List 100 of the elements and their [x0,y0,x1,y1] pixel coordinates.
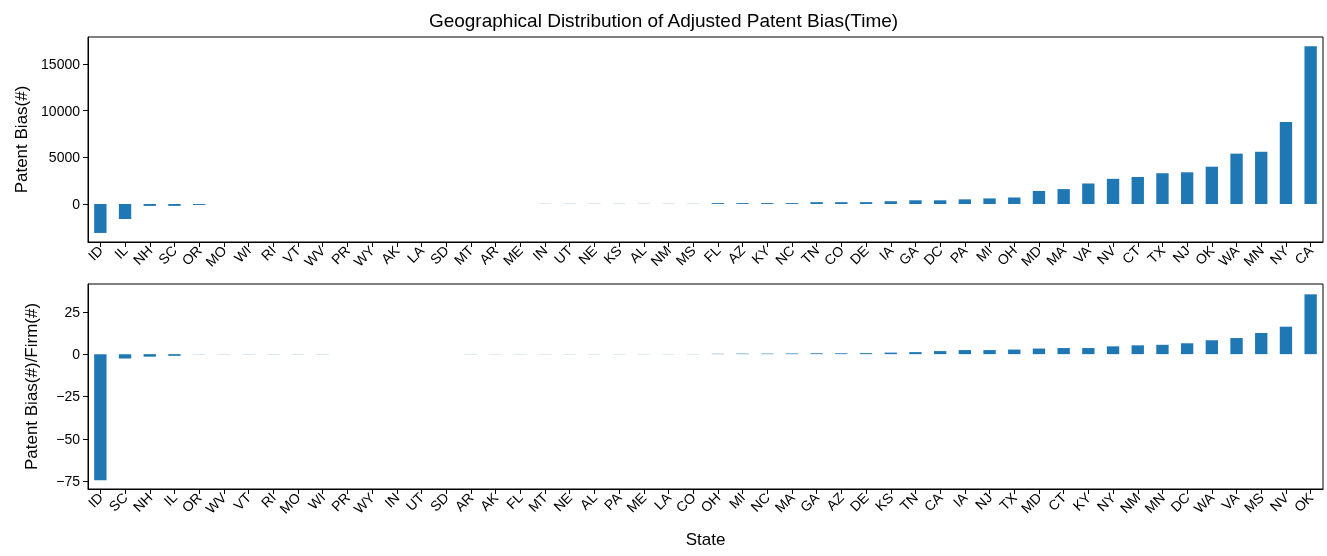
y-axis-title: Patent Bias(#) [12,85,31,194]
x-tick-label: NY [1266,241,1293,268]
bar [1032,190,1046,205]
x-tick-label: MT [450,242,477,268]
x-tick-label: IN [381,489,403,511]
x-tick-label: MA [1043,241,1070,269]
bar [958,350,972,355]
x-tick-label: NJ [971,489,996,513]
bar [1082,348,1095,355]
x-tick-label: AL [625,242,650,266]
x-tick-label: TN [797,242,823,267]
x-tick-label: DC [1167,489,1193,515]
x-tick-label: VA [1218,488,1243,514]
x-tick-label: AK [476,488,502,514]
x-tick-label: MO [202,242,230,270]
x-tick-label: MN [1240,242,1267,270]
x-tick-label: VT [230,489,255,514]
x-tick-label: FL [503,489,527,513]
x-tick-label: DE [846,242,872,268]
x-tick-label: KY [1069,488,1095,514]
bar [933,200,947,205]
x-tick-label: TN [896,489,922,514]
bar [1057,348,1070,355]
x-tick-label: MO [276,489,304,517]
x-tick-label: FL [700,242,724,266]
x-tick-label: WV [301,241,329,270]
y-tick-label: 15000 [41,56,81,73]
x-tick-label: SC [105,489,131,515]
x-tick-label: OH [697,489,724,516]
x-tick-label: UT [402,489,428,514]
x-tick-label: ID [84,242,107,264]
x-tick-label: SD [426,489,452,515]
x-tick-label: IA [949,488,971,510]
bar [1106,346,1120,355]
x-tick-label: LA [650,488,675,513]
x-tick-label: MI [725,489,749,512]
x-tick-label: NV [1093,241,1120,268]
x-tick-label: IN [529,242,551,264]
bar [1279,121,1293,205]
bar [958,199,972,205]
bar [1230,338,1243,355]
x-tick-label: CT [1044,489,1070,514]
y-tick-label: 5000 [48,149,81,166]
bar [933,351,947,355]
y-tick-label: 10000 [41,102,81,119]
y-tick-label: −75 [56,473,81,490]
x-tick-label: NH [129,489,156,515]
x-tick-label: UT [550,242,576,267]
x-tick-label: WI [230,242,255,266]
x-tick-label: OR [178,489,205,516]
x-tick-label: ME [623,489,650,516]
x-tick-label: NV [1266,488,1293,515]
bar [1008,197,1021,205]
x-tick-label: DC [920,242,946,268]
bar [143,354,156,357]
x-tick-label: OR [178,242,205,269]
y-tick-label: −25 [56,388,81,405]
x-tick-label: GA [895,241,922,268]
bar [1304,46,1317,205]
bar [983,350,996,355]
x-tick-label: MN [1141,489,1169,517]
x-tick-label: OK [1191,241,1218,268]
x-tick-label: OH [993,242,1020,269]
bar [1082,183,1095,205]
x-tick-label: WA [1190,488,1218,517]
bar [1255,332,1268,355]
bar [1180,172,1194,205]
bar [1304,294,1317,355]
x-tick-label: VT [279,242,304,267]
bar [1156,344,1169,355]
y-tick-label: 0 [72,196,81,213]
x-tick-label: ME [499,242,526,269]
x-tick-label: NE [574,242,601,268]
bar [1131,176,1144,205]
x-tick-label: AR [451,489,477,515]
x-tick-label: NE [550,489,576,515]
bar [94,354,107,481]
bar [983,198,996,205]
bar [1230,153,1243,205]
bar [884,201,897,205]
y-axis-title: Patent Bias(#)/Firm(#) [22,302,41,471]
x-tick-label: LA [403,241,428,266]
x-tick-label: CT [1118,242,1144,267]
x-tick-label: RI [257,489,279,511]
x-tick-label: MD [1017,242,1045,270]
bar [1131,345,1144,355]
bar [909,352,922,355]
x-tick-label: PA [600,488,626,514]
x-tick-label: IL [111,242,131,262]
x-tick-label: MS [672,242,699,269]
x-tick-label: AZ [823,489,848,514]
bar [1205,340,1219,355]
x-tick-label: NM [647,242,675,270]
bar [909,200,922,205]
bar [1106,178,1120,205]
x-tick-label: OK [1290,488,1317,515]
x-tick-label: CA [1291,241,1317,268]
x-tick-label: AR [476,242,502,268]
x-tick-label: NC [747,489,773,515]
x-tick-label: KS [871,489,897,514]
